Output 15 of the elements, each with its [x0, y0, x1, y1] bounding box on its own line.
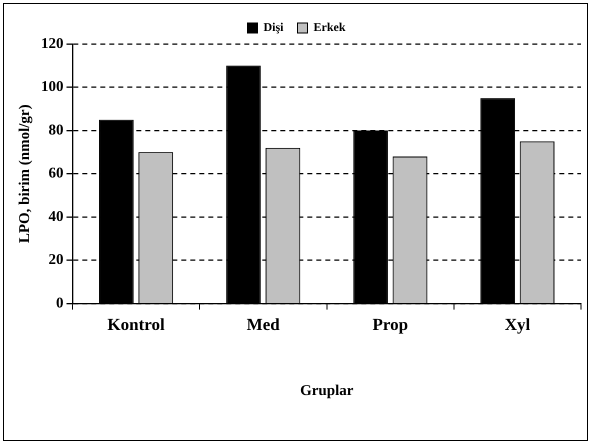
x-tick-label: Prop [372, 315, 408, 334]
x-tick-label: Kontrol [107, 315, 165, 334]
y-tick-label: 0 [56, 295, 64, 312]
y-tick-label: 40 [48, 208, 64, 225]
y-axis-title: LPO, birim (nmol/gr) [16, 104, 33, 244]
legend-label: Dişi [263, 20, 284, 34]
x-axis-title: Gruplar [300, 382, 354, 399]
y-tick-label: 60 [48, 166, 64, 182]
legend-label: Erkek [314, 20, 346, 34]
y-tick-label: 100 [41, 79, 64, 96]
y-tick-label: 80 [48, 122, 64, 138]
x-tick-label: Xyl [504, 315, 530, 334]
y-tick-label: 120 [41, 36, 64, 52]
y-tick-label: 20 [48, 252, 64, 268]
x-tick-label: Med [246, 315, 280, 334]
